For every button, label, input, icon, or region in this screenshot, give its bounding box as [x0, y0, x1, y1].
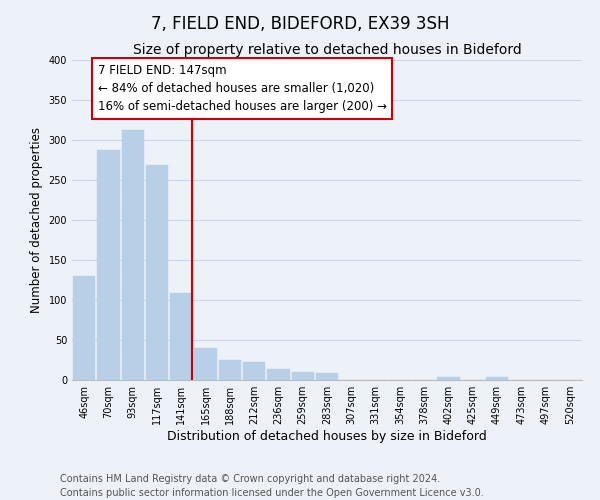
- Bar: [267, 369, 290, 380]
- Bar: [292, 372, 314, 380]
- Text: 7 FIELD END: 147sqm
← 84% of detached houses are smaller (1,020)
16% of semi-det: 7 FIELD END: 147sqm ← 84% of detached ho…: [97, 64, 386, 113]
- X-axis label: Distribution of detached houses by size in Bideford: Distribution of detached houses by size …: [167, 430, 487, 443]
- Bar: [170, 293, 193, 380]
- Bar: [194, 348, 217, 380]
- Text: Contains HM Land Registry data © Crown copyright and database right 2024.
Contai: Contains HM Land Registry data © Crown c…: [60, 474, 484, 498]
- Bar: [218, 360, 241, 380]
- Bar: [486, 377, 508, 380]
- Title: Size of property relative to detached houses in Bideford: Size of property relative to detached ho…: [133, 44, 521, 58]
- Y-axis label: Number of detached properties: Number of detached properties: [30, 127, 43, 313]
- Bar: [437, 377, 460, 380]
- Bar: [97, 150, 119, 380]
- Bar: [243, 362, 265, 380]
- Text: 7, FIELD END, BIDEFORD, EX39 3SH: 7, FIELD END, BIDEFORD, EX39 3SH: [151, 15, 449, 33]
- Bar: [73, 276, 95, 380]
- Bar: [316, 373, 338, 380]
- Bar: [146, 165, 168, 380]
- Bar: [122, 130, 144, 380]
